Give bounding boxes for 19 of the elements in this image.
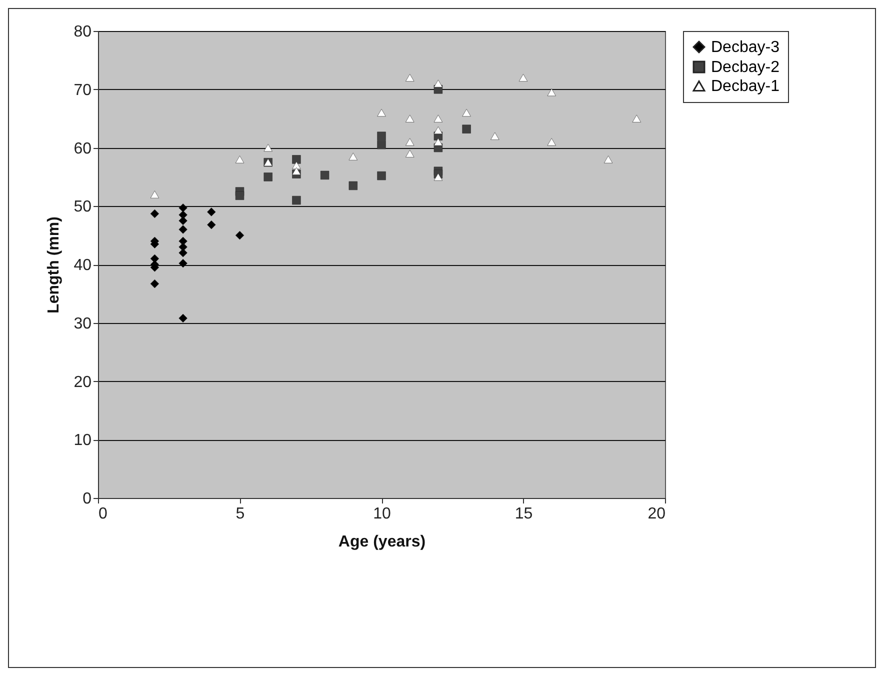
x-tick-label: 5 [236,506,245,522]
y-tick-label: 10 [74,432,92,450]
y-tick-label: 50 [74,198,92,216]
y-tick-label: 20 [74,374,92,391]
x-tick-label: 0 [98,506,108,522]
y-tick-label: 30 [74,315,92,332]
y-axis-title: Length (mm) [46,216,63,314]
y-tick-label: 80 [74,24,92,40]
y-tick-label: 70 [74,82,92,99]
legend-label: Decbay-1 [711,78,780,95]
y-tick-label: 40 [74,257,92,274]
y-tick-label: 60 [74,140,92,158]
x-axis-title: Age (years) [338,534,426,550]
x-tick-label: 10 [373,506,391,522]
legend-label: Decbay-2 [711,59,780,76]
x-tick-label: 15 [514,506,533,522]
y-tick-label: 0 [82,490,92,508]
legend-label: Decbay-3 [711,39,780,56]
x-tick-label: 20 [648,506,666,522]
